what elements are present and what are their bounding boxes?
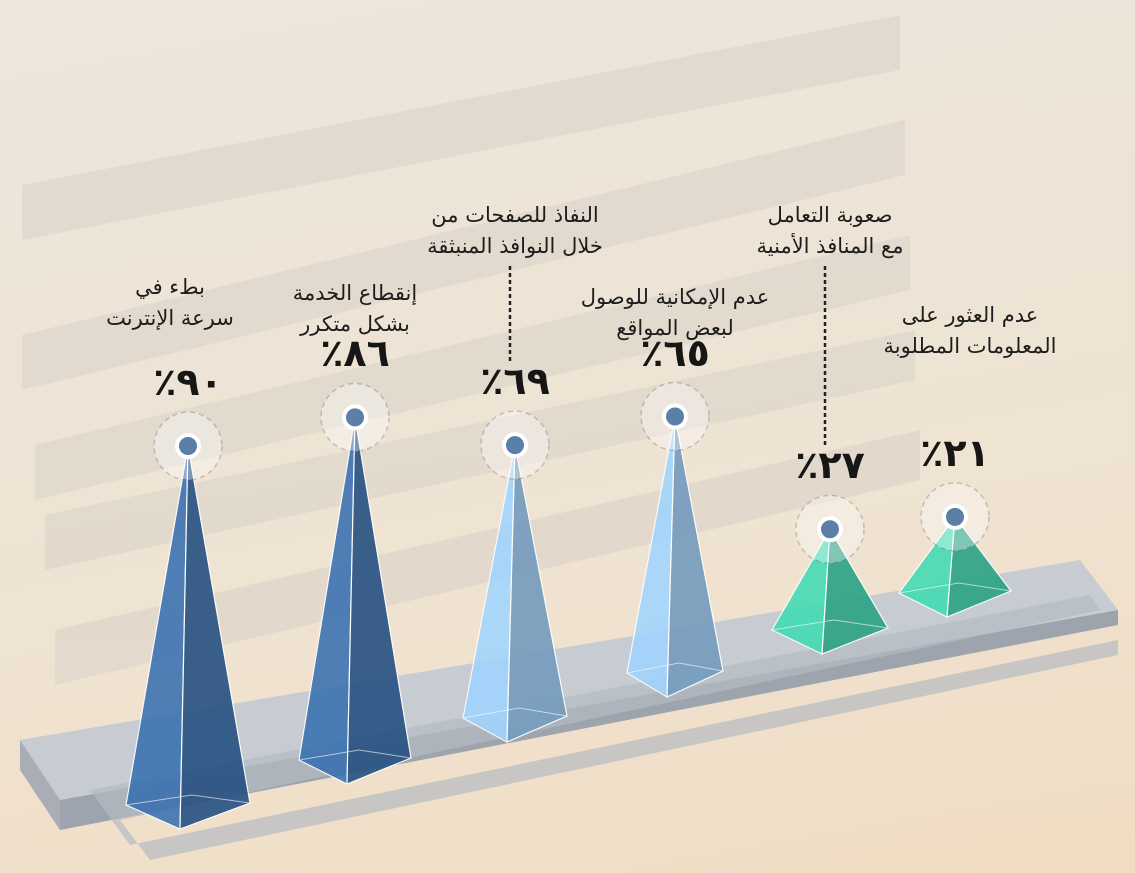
category-label: النفاذ للصفحات من خلال النوافذ المنبثقة xyxy=(385,200,645,262)
pyramid xyxy=(627,417,723,698)
category-label: صعوبة التعامل مع المنافذ الأمنية xyxy=(700,200,960,262)
category-label: عدم العثور على المعلومات المطلوبة xyxy=(840,300,1100,362)
category-label: إنقطاع الخدمة بشكل متكرر xyxy=(225,278,485,340)
pyramid xyxy=(463,445,567,742)
apex-ring xyxy=(177,435,199,457)
apex-ring xyxy=(819,518,841,540)
value-label: ٪٦٩ xyxy=(435,359,595,403)
apex-ring xyxy=(944,506,966,528)
value-label: ٪٢١ xyxy=(875,431,1035,475)
category-label: عدم الإمكانية للوصول لبعض المواقع xyxy=(545,282,805,344)
apex-ring xyxy=(664,406,686,428)
background-stripes xyxy=(22,15,920,685)
apex-ring xyxy=(504,434,526,456)
value-label: ٪٩٠ xyxy=(108,360,268,404)
pyramid-face-left xyxy=(463,445,515,742)
pyramid-face-right xyxy=(667,417,723,698)
apex-ring xyxy=(344,406,366,428)
page: (() => { const data = JSON.parse(documen… xyxy=(0,0,1135,873)
pyramid-face-right xyxy=(507,445,567,742)
